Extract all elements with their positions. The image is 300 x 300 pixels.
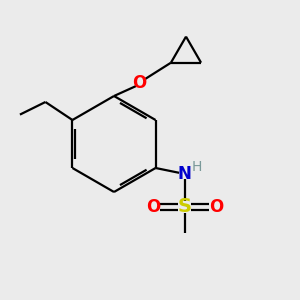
Text: S: S [178, 197, 191, 217]
Text: O: O [132, 74, 147, 92]
Text: O: O [146, 198, 160, 216]
Text: H: H [192, 160, 202, 174]
Text: N: N [178, 165, 191, 183]
Text: O: O [209, 198, 223, 216]
